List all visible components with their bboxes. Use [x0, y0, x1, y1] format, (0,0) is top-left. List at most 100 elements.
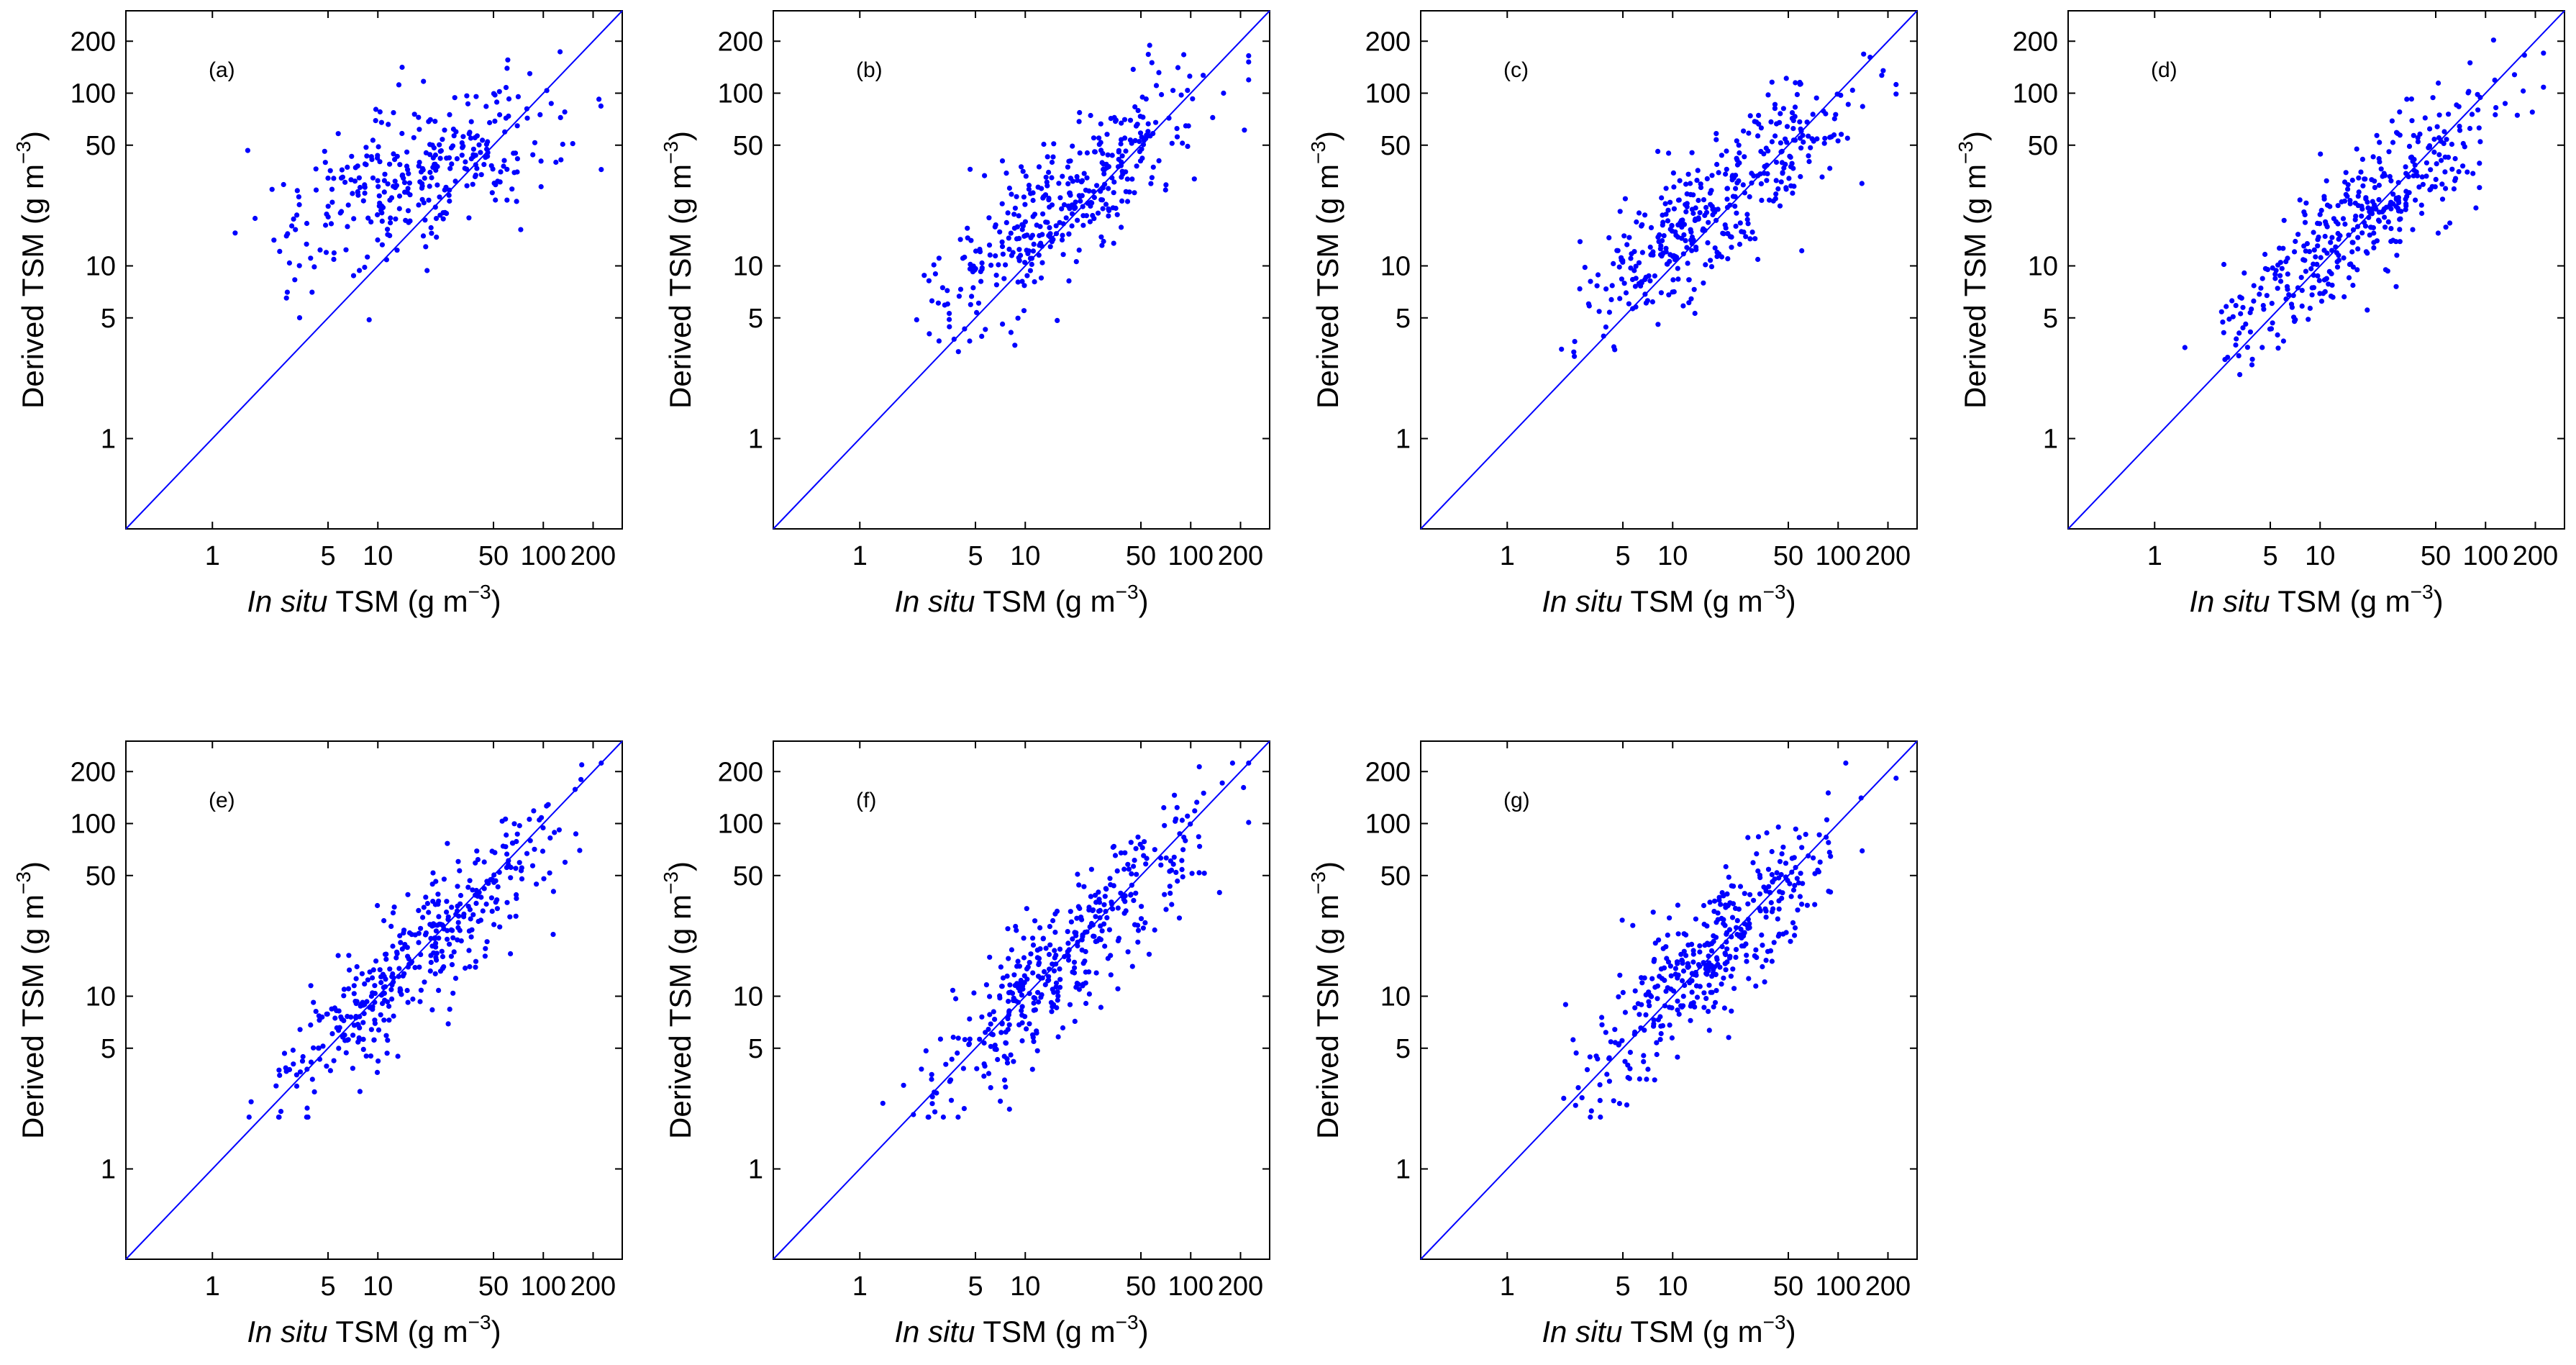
data-point [1158, 862, 1164, 868]
data-point [1016, 247, 1022, 253]
data-point [983, 982, 989, 988]
data-point [466, 928, 473, 934]
data-point [1755, 868, 1761, 874]
data-point [2442, 169, 2448, 175]
data-point [421, 904, 427, 910]
y-axis-label: Derived TSM (g m−3) [12, 131, 50, 409]
data-point [308, 255, 314, 261]
data-point [478, 150, 483, 155]
data-point [420, 915, 426, 920]
x-tick-label: 10 [363, 1271, 393, 1302]
data-point [482, 953, 488, 959]
data-point [1757, 872, 1762, 878]
data-point [1845, 101, 1851, 107]
data-point [1790, 118, 1796, 124]
data-point [1801, 139, 1806, 145]
data-point [2317, 291, 2323, 296]
data-point [999, 201, 1005, 207]
data-point [955, 1035, 961, 1041]
data-point [991, 1009, 996, 1015]
data-point [1015, 279, 1021, 285]
data-point [1110, 205, 1116, 211]
data-point [1791, 855, 1797, 861]
data-point [1763, 958, 1769, 963]
data-point [284, 289, 290, 295]
data-point [1723, 863, 1729, 870]
data-point [1073, 933, 1079, 938]
data-point [2476, 125, 2482, 131]
data-point [1790, 126, 1796, 132]
data-point [2346, 275, 2352, 281]
data-point [1036, 999, 1042, 1005]
data-point [997, 995, 1003, 1001]
data-point [382, 984, 388, 989]
data-point [2258, 285, 2264, 291]
data-point [514, 896, 519, 902]
data-point [539, 815, 545, 820]
data-point [1643, 1012, 1649, 1017]
data-point [2456, 169, 2462, 175]
data-point [2433, 176, 2439, 182]
data-point [1712, 207, 1718, 212]
data-point [1024, 1026, 1029, 1032]
data-point [351, 216, 357, 222]
data-point [1047, 225, 1052, 230]
data-point [974, 309, 980, 315]
data-point [2427, 187, 2433, 193]
data-point [1719, 981, 1724, 987]
data-point [2309, 285, 2315, 291]
data-point [987, 994, 993, 999]
data-point [1766, 884, 1772, 889]
data-point [547, 835, 553, 841]
data-point [1675, 972, 1681, 978]
data-point [1149, 60, 1155, 65]
data-point [1860, 848, 1865, 854]
data-point [2359, 230, 2365, 236]
data-point [394, 153, 400, 159]
data-point [947, 317, 952, 322]
data-point [1660, 222, 1665, 228]
data-point [1726, 1035, 1731, 1040]
data-point [1708, 264, 1715, 270]
data-point [437, 969, 444, 974]
data-point [430, 899, 436, 904]
data-point [1780, 890, 1785, 896]
data-point [1014, 236, 1020, 242]
data-point [2363, 195, 2369, 201]
data-point [2307, 305, 2313, 311]
data-point [1680, 1003, 1686, 1009]
data-point [1696, 962, 1701, 968]
data-point [1135, 108, 1141, 114]
y-axis-label: Derived TSM (g m−3) [1307, 131, 1344, 409]
data-point [1731, 986, 1737, 992]
data-point [599, 760, 604, 766]
data-point [2477, 139, 2483, 145]
data-point [967, 1036, 973, 1042]
data-point [1729, 1008, 1734, 1014]
data-point [451, 133, 457, 139]
data-point [1129, 882, 1134, 888]
data-point [384, 1051, 390, 1056]
data-point [1101, 167, 1107, 173]
panel-label: (f) [856, 789, 876, 812]
data-point [1757, 908, 1763, 914]
data-point [1709, 974, 1715, 979]
x-tick-label: 1 [1500, 1271, 1515, 1302]
data-point [1762, 979, 1767, 985]
data-point [942, 302, 947, 308]
data-point [363, 1053, 369, 1059]
data-point [999, 1021, 1005, 1027]
data-point [426, 119, 432, 124]
data-point [1608, 296, 1614, 302]
data-point [2306, 317, 2311, 322]
data-point [466, 948, 472, 953]
data-point [1004, 1060, 1011, 1066]
data-point [1658, 243, 1664, 249]
data-point [1722, 961, 1728, 966]
data-point [1611, 344, 1617, 350]
data-point [405, 953, 411, 959]
data-point [2354, 146, 2359, 152]
data-point [513, 866, 519, 871]
data-point [1718, 902, 1724, 907]
data-point [433, 955, 439, 961]
